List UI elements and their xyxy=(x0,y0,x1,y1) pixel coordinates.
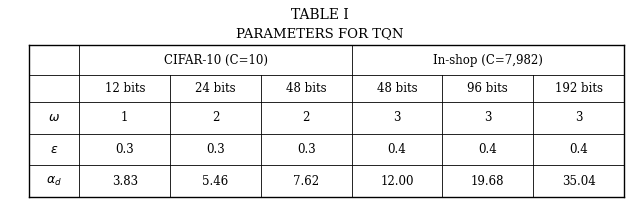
Text: 48 bits: 48 bits xyxy=(286,82,326,95)
Text: 0.4: 0.4 xyxy=(479,143,497,156)
Text: 3: 3 xyxy=(394,111,401,124)
Text: $\epsilon$: $\epsilon$ xyxy=(50,143,58,156)
Text: In-shop (C=7,982): In-shop (C=7,982) xyxy=(433,54,543,67)
Text: 24 bits: 24 bits xyxy=(195,82,236,95)
Text: 5.46: 5.46 xyxy=(202,175,228,187)
Text: 12.00: 12.00 xyxy=(380,175,414,187)
Text: 3: 3 xyxy=(484,111,492,124)
Text: 192 bits: 192 bits xyxy=(555,82,603,95)
Text: 1: 1 xyxy=(121,111,129,124)
Text: PARAMETERS FOR TQN: PARAMETERS FOR TQN xyxy=(236,28,404,41)
Text: 0.3: 0.3 xyxy=(297,143,316,156)
Text: 48 bits: 48 bits xyxy=(377,82,417,95)
Text: 19.68: 19.68 xyxy=(471,175,504,187)
Text: CIFAR-10 (C=10): CIFAR-10 (C=10) xyxy=(164,54,268,67)
Text: 0.3: 0.3 xyxy=(115,143,134,156)
Text: $\omega$: $\omega$ xyxy=(48,111,60,124)
Text: 7.62: 7.62 xyxy=(293,175,319,187)
Text: $\alpha_d$: $\alpha_d$ xyxy=(46,174,62,188)
Text: TABLE I: TABLE I xyxy=(291,8,349,22)
Text: 0.3: 0.3 xyxy=(206,143,225,156)
Text: 3: 3 xyxy=(575,111,582,124)
Text: 2: 2 xyxy=(212,111,220,124)
Text: 0.4: 0.4 xyxy=(388,143,406,156)
Text: 35.04: 35.04 xyxy=(562,175,595,187)
Text: 3.83: 3.83 xyxy=(112,175,138,187)
Text: 12 bits: 12 bits xyxy=(104,82,145,95)
Text: 2: 2 xyxy=(303,111,310,124)
Text: 0.4: 0.4 xyxy=(569,143,588,156)
Text: 96 bits: 96 bits xyxy=(467,82,508,95)
